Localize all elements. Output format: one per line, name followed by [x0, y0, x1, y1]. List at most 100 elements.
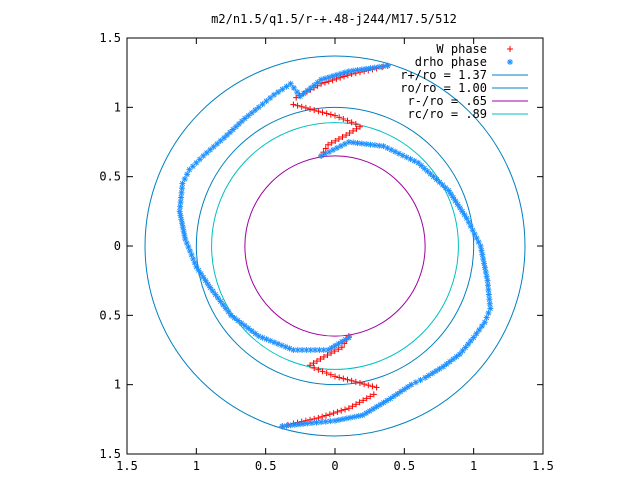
drho-phase-point-178: [482, 269, 489, 275]
drho-phase-point-162: [456, 204, 463, 211]
drho-phase-point-238: [304, 420, 311, 427]
drho-phase-point-233: [327, 418, 334, 425]
circle-1: [195, 106, 475, 386]
drho-phase-point-51: [196, 156, 203, 163]
drho-phase-point-98: [252, 330, 259, 337]
drho-phase-point-97: [248, 327, 255, 334]
drho-phase-point-137: [376, 142, 383, 149]
drho-phase-point-209: [417, 377, 424, 384]
drho-phase-point-94: [238, 320, 245, 327]
drho-phase-point-187: [485, 310, 492, 317]
w-phase-point-84: [363, 395, 370, 402]
legend-label: drho phase: [415, 55, 487, 69]
drho-phase-point-27: [279, 86, 286, 93]
w-phase-point-71: [313, 358, 320, 365]
drho-phase-point-231: [335, 416, 342, 423]
drho-phase-point-89: [222, 305, 229, 312]
w-phase-point-96: [319, 413, 326, 420]
drho-phase-point-7: [354, 67, 361, 74]
drho-phase-point-232: [332, 417, 338, 424]
y-tick-label: 0.5: [99, 170, 121, 184]
drho-phase-point-227: [351, 413, 358, 420]
circle-0: [144, 55, 526, 437]
w-phase-point-77: [335, 346, 342, 353]
legend-marker-asterisk: [507, 59, 513, 65]
x-tick-label: 1: [193, 459, 200, 473]
drho-phase-point-228: [347, 414, 354, 421]
w-phase-point-68: [311, 365, 318, 372]
drho-phase-point-213: [401, 386, 408, 393]
w-phase-point-58: [352, 378, 359, 385]
drho-phase-point-112: [307, 347, 314, 353]
w-phase-point-6: [315, 108, 322, 115]
x-tick-label: 0.5: [393, 459, 415, 473]
drho-phase-point-91: [228, 312, 234, 319]
w-phase-point-42: [341, 73, 348, 80]
w-phase-point-69: [307, 362, 314, 369]
w-phase-point-86: [356, 399, 363, 406]
drho-phase-point-199: [453, 353, 460, 360]
w-phase-point-85: [360, 397, 367, 404]
drho-phase-point-189: [481, 319, 488, 326]
drho-phase-point-159: [450, 194, 457, 201]
w-phase-point-11: [336, 114, 343, 121]
w-phase-point-26: [322, 145, 329, 152]
drho-phase-point-188: [483, 314, 490, 321]
drho-phase-point-134: [363, 141, 370, 148]
drho-phase-point-186: [487, 305, 494, 312]
drho-phase-point-68: [180, 228, 187, 235]
drho-phase-point-161: [454, 201, 461, 208]
legend-label: rc/ro = .89: [408, 107, 487, 121]
w-phase-point-22: [335, 135, 342, 142]
drho-phase-point-208: [422, 374, 429, 381]
w-phase-point-25: [325, 141, 332, 148]
drho-phase-point-48: [207, 146, 214, 153]
drho-phase-point-177: [481, 264, 488, 271]
drho-phase-point-34: [252, 107, 259, 114]
drho-phase-point-80: [200, 274, 207, 281]
drho-phase-point-133: [358, 140, 365, 147]
w-phase-point-40: [333, 75, 340, 82]
drho-phase-point-79: [197, 270, 204, 277]
drho-phase-point-211: [408, 381, 415, 388]
drho-phase-point-20: [304, 87, 311, 94]
y-tick-label: 0.5: [99, 308, 121, 322]
drho-phase-point-55: [184, 171, 191, 178]
x-axis-ticks: 1.5 1 0.5 0 0.5 1 1.5: [116, 38, 554, 473]
drho-phase-point-226: [355, 412, 362, 419]
drho-phase-point-58: [179, 185, 186, 192]
w-phase-point-1: [294, 102, 301, 109]
drho-phase-point-3: [371, 64, 378, 71]
drho-phase-point-172: [477, 243, 484, 249]
w-phase-point-78: [338, 344, 345, 351]
y-tick-label: 1.5: [99, 447, 121, 461]
drho-phase-point-158: [447, 191, 454, 197]
drho-phase-point-164: [461, 211, 468, 218]
w-phase-point-64: [327, 371, 334, 378]
w-phase-point-29: [293, 94, 300, 101]
legend-label: r+/ro = 1.37: [400, 68, 487, 82]
w-phase-point-61: [340, 375, 347, 382]
legend-label: ro/ro = 1.00: [400, 81, 487, 95]
drho-phase-point-24: [290, 84, 297, 91]
drho-phase-point-203: [440, 363, 447, 370]
w-phase-point-54: [369, 383, 376, 390]
drho-phase-point-201: [446, 358, 453, 365]
drho-phase-point-139: [384, 145, 391, 152]
drho-phase-point-85: [212, 291, 219, 298]
w-phase-point-16: [356, 123, 363, 130]
w-phase-point-17: [353, 125, 360, 132]
drho-phase-point-28: [275, 89, 282, 96]
x-tick-label: 1.5: [116, 459, 138, 473]
drho-phase-point-212: [404, 383, 411, 390]
drho-phase-point-65: [178, 216, 185, 223]
drho-phase-point-174: [479, 251, 486, 258]
w-phase-point-20: [343, 132, 350, 139]
drho-phase-point-183: [485, 291, 492, 298]
w-phase-point-74: [324, 351, 331, 358]
drho-phase-point-86: [215, 295, 221, 301]
drho-phase-point-6: [358, 66, 365, 73]
drho-phase-point-23: [294, 89, 301, 96]
drho-phase-point-4: [367, 65, 374, 72]
